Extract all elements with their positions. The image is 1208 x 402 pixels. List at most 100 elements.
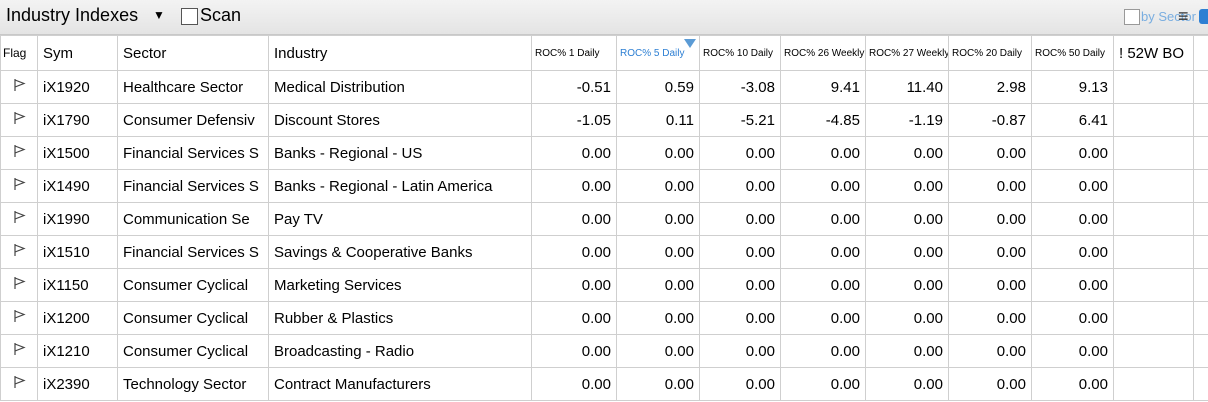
col-header-roc20d[interactable]: ROC% 20 Daily xyxy=(948,35,1032,71)
roc27w-cell: 0.00 xyxy=(865,334,949,368)
roc26w-cell: 0.00 xyxy=(780,136,866,170)
flag-cell[interactable] xyxy=(0,103,38,137)
flag-cell[interactable] xyxy=(0,136,38,170)
flag-icon[interactable] xyxy=(13,343,26,360)
scan-checkbox[interactable] xyxy=(181,8,198,25)
by-sector-label[interactable]: by Sector xyxy=(1141,9,1196,24)
flag-icon[interactable] xyxy=(13,112,26,129)
roc50d-cell: 0.00 xyxy=(1031,202,1114,236)
blue-app-icon[interactable] xyxy=(1199,9,1208,24)
flag-icon[interactable] xyxy=(13,277,26,294)
52w-bo-cell xyxy=(1113,334,1194,368)
panel-title-dropdown[interactable]: Industry Indexes xyxy=(6,5,139,25)
52w-bo-cell xyxy=(1113,301,1194,335)
by-sector-checkbox[interactable] xyxy=(1124,9,1140,25)
roc20d-cell: 0.00 xyxy=(948,202,1032,236)
sym-cell[interactable]: iX1490 xyxy=(37,169,118,203)
col-header-roc1d[interactable]: ROC% 1 Daily xyxy=(531,35,617,71)
flag-cell[interactable] xyxy=(0,202,38,236)
industry-cell: Banks - Regional - Latin America xyxy=(268,169,532,203)
roc27w-cell: 0.00 xyxy=(865,301,949,335)
flag-cell[interactable] xyxy=(0,169,38,203)
extra-cell xyxy=(1193,301,1208,335)
col-header-industry[interactable]: Industry xyxy=(268,35,532,71)
extra-cell xyxy=(1193,334,1208,368)
col-header-flag[interactable]: Flag xyxy=(0,35,38,71)
roc50d-cell: 0.00 xyxy=(1031,367,1114,401)
col-header-sym[interactable]: Sym xyxy=(37,35,118,71)
roc50d-cell: 0.00 xyxy=(1031,235,1114,269)
table-row[interactable]: iX1490 Financial Services S Banks - Region… xyxy=(0,169,1208,203)
roc10d-cell: 0.00 xyxy=(699,235,781,269)
roc27w-cell: 11.40 xyxy=(865,70,949,104)
table-row[interactable]: iX1790 Consumer Defensiv Discount Stores -1… xyxy=(0,103,1208,137)
52w-bo-cell xyxy=(1113,235,1194,269)
sym-cell[interactable]: iX1200 xyxy=(37,301,118,335)
roc5d-cell: 0.00 xyxy=(616,334,700,368)
table-row[interactable]: iX1500 Financial Services S Banks - Region… xyxy=(0,136,1208,170)
roc27w-cell: 0.00 xyxy=(865,169,949,203)
roc10d-cell: 0.00 xyxy=(699,268,781,302)
industry-cell: Pay TV xyxy=(268,202,532,236)
52w-bo-cell xyxy=(1113,268,1194,302)
col-header-sector[interactable]: Sector xyxy=(117,35,269,71)
roc27w-cell: 0.00 xyxy=(865,268,949,302)
industry-cell: Savings & Cooperative Banks xyxy=(268,235,532,269)
roc50d-cell: 0.00 xyxy=(1031,136,1114,170)
sym-cell[interactable]: iX1990 xyxy=(37,202,118,236)
roc20d-cell: 0.00 xyxy=(948,268,1032,302)
flag-icon[interactable] xyxy=(13,79,26,96)
table-row[interactable]: iX1920 Healthcare Sector Medical Distribut… xyxy=(0,70,1208,104)
roc1d-cell: 0.00 xyxy=(531,235,617,269)
roc50d-cell: 6.41 xyxy=(1031,103,1114,137)
sym-cell[interactable]: iX1790 xyxy=(37,103,118,137)
extra-cell xyxy=(1193,235,1208,269)
table-row[interactable]: iX1210 Consumer Cyclical Broadcasting - Ra… xyxy=(0,334,1208,368)
col-header-roc5d[interactable]: ROC% 5 Daily xyxy=(616,35,700,71)
table-row[interactable]: iX1150 Consumer Cyclical Marketing Service… xyxy=(0,268,1208,302)
flag-icon[interactable] xyxy=(13,178,26,195)
roc5d-cell: 0.00 xyxy=(616,367,700,401)
dropdown-caret-icon[interactable]: ▼ xyxy=(153,8,165,22)
col-header-extra[interactable] xyxy=(1193,35,1208,71)
flag-cell[interactable] xyxy=(0,301,38,335)
scan-label[interactable]: Scan xyxy=(200,5,242,25)
flag-cell[interactable] xyxy=(0,268,38,302)
industry-cell: Medical Distribution xyxy=(268,70,532,104)
sector-cell: Consumer Cyclical xyxy=(117,334,269,368)
roc1d-cell: 0.00 xyxy=(531,268,617,302)
col-header-roc26w[interactable]: ROC% 26 Weekly xyxy=(780,35,866,71)
table-row[interactable]: iX2390 Technology Sector Contract Manufact… xyxy=(0,367,1208,401)
sym-cell[interactable]: iX1510 xyxy=(37,235,118,269)
menu-icon[interactable]: ≡ xyxy=(1178,6,1189,26)
sym-cell[interactable]: iX2390 xyxy=(37,367,118,401)
roc1d-cell: 0.00 xyxy=(531,169,617,203)
col-header-roc27w[interactable]: ROC% 27 Weekly xyxy=(865,35,949,71)
flag-cell[interactable] xyxy=(0,334,38,368)
flag-icon[interactable] xyxy=(13,376,26,393)
sym-cell[interactable]: iX1500 xyxy=(37,136,118,170)
52w-bo-cell xyxy=(1113,136,1194,170)
roc10d-cell: -3.08 xyxy=(699,70,781,104)
col-header-roc10d[interactable]: ROC% 10 Daily xyxy=(699,35,781,71)
flag-cell[interactable] xyxy=(0,70,38,104)
flag-icon[interactable] xyxy=(13,244,26,261)
col-header-roc5d-label: ROC% 5 Daily xyxy=(620,47,685,59)
flag-icon[interactable] xyxy=(13,211,26,228)
sym-cell[interactable]: iX1920 xyxy=(37,70,118,104)
roc10d-cell: 0.00 xyxy=(699,136,781,170)
extra-cell xyxy=(1193,103,1208,137)
table-row[interactable]: iX1510 Financial Services S Savings & Coop… xyxy=(0,235,1208,269)
52w-bo-cell xyxy=(1113,367,1194,401)
flag-cell[interactable] xyxy=(0,235,38,269)
col-header-52w-bo[interactable]: ! 52W BO xyxy=(1113,35,1194,71)
flag-cell[interactable] xyxy=(0,367,38,401)
sym-cell[interactable]: iX1210 xyxy=(37,334,118,368)
52w-bo-cell xyxy=(1113,202,1194,236)
flag-icon[interactable] xyxy=(13,145,26,162)
table-row[interactable]: iX1990 Communication Se Pay TV 0.00 0.00 0.00… xyxy=(0,202,1208,236)
table-row[interactable]: iX1200 Consumer Cyclical Rubber & Plastics… xyxy=(0,301,1208,335)
col-header-roc50d[interactable]: ROC% 50 Daily xyxy=(1031,35,1114,71)
flag-icon[interactable] xyxy=(13,310,26,327)
sym-cell[interactable]: iX1150 xyxy=(37,268,118,302)
